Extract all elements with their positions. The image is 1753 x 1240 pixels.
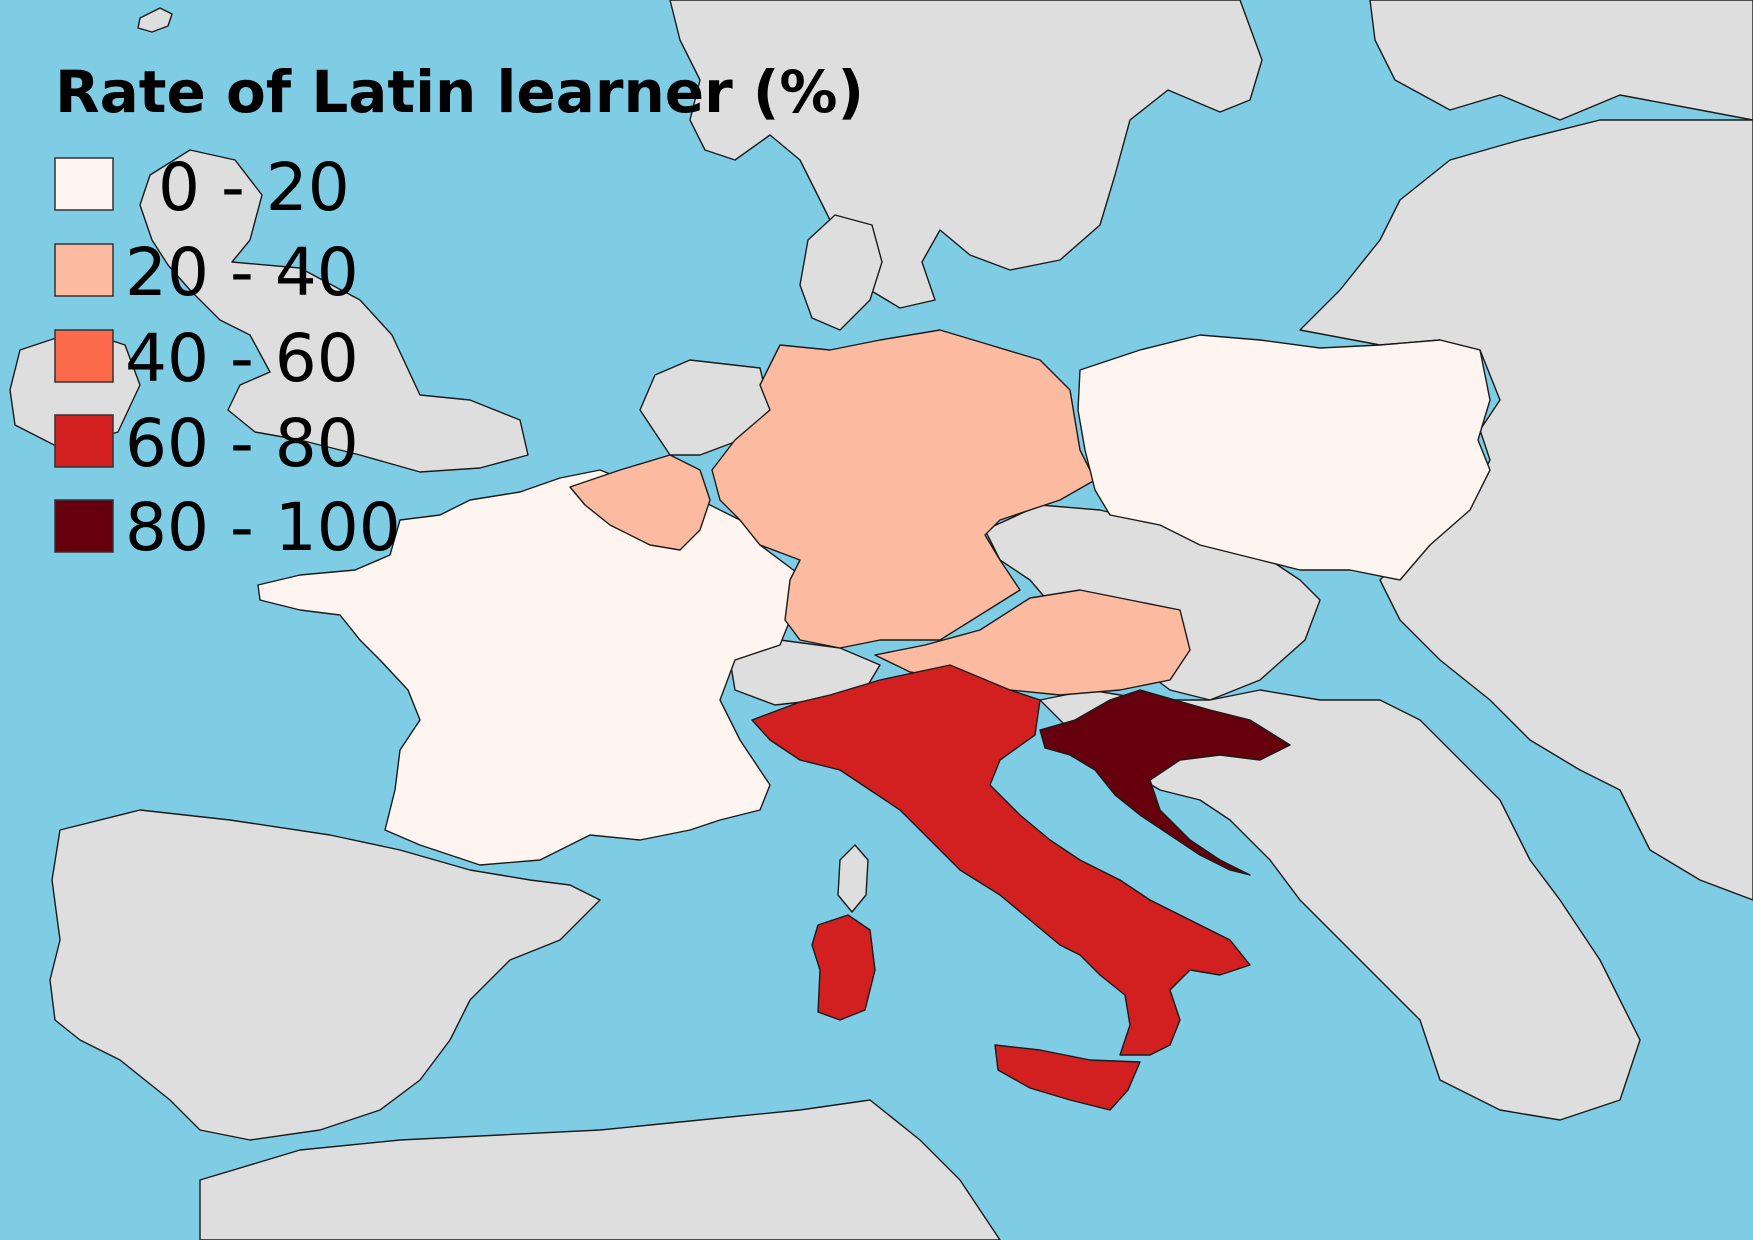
legend-label-1: 20 - 40: [125, 234, 359, 311]
region-belgium: [569, 454, 711, 551]
legend-swatch-2: [54, 329, 114, 383]
legend: Rate of Latin learner (%) 0 - 20 20 - 40…: [54, 58, 864, 566]
corsica: [837, 844, 869, 913]
map-title: Rate of Latin learner (%): [55, 58, 864, 126]
legend-item: 20 - 40: [54, 234, 359, 311]
legend-swatch-0: [54, 157, 114, 211]
legend-swatch-3: [54, 414, 114, 468]
legend-item: 40 - 60: [54, 320, 359, 397]
finland: [1369, 0, 1753, 121]
balkans: [1039, 689, 1641, 1121]
region-france: [257, 469, 801, 866]
eastern-europe: [1299, 119, 1753, 901]
region-germany: [711, 329, 1096, 649]
north-africa: [199, 1099, 1001, 1240]
legend-item: 0 - 20: [54, 149, 350, 226]
region-italy: [751, 664, 1251, 1056]
legend-swatch-1: [54, 243, 114, 297]
choropleth-regions: [257, 329, 1491, 1111]
legend-item: 80 - 100: [54, 489, 401, 566]
legend-item: 60 - 80: [54, 405, 359, 482]
region-croatia: [1039, 689, 1291, 876]
region-sicily: [994, 1044, 1141, 1111]
legend-label-2: 40 - 60: [125, 320, 359, 397]
region-sardinia: [811, 914, 876, 1021]
legend-label-3: 60 - 80: [125, 405, 359, 482]
legend-label-0: 0 - 20: [158, 149, 350, 226]
legend-swatch-4: [54, 499, 114, 553]
iberia: [49, 809, 601, 1141]
region-poland: [1077, 334, 1491, 581]
scandinavia: [669, 0, 1263, 309]
denmark: [799, 214, 883, 331]
legend-label-4: 80 - 100: [125, 489, 401, 566]
iceland: [137, 7, 173, 33]
great-britain: [139, 149, 529, 473]
